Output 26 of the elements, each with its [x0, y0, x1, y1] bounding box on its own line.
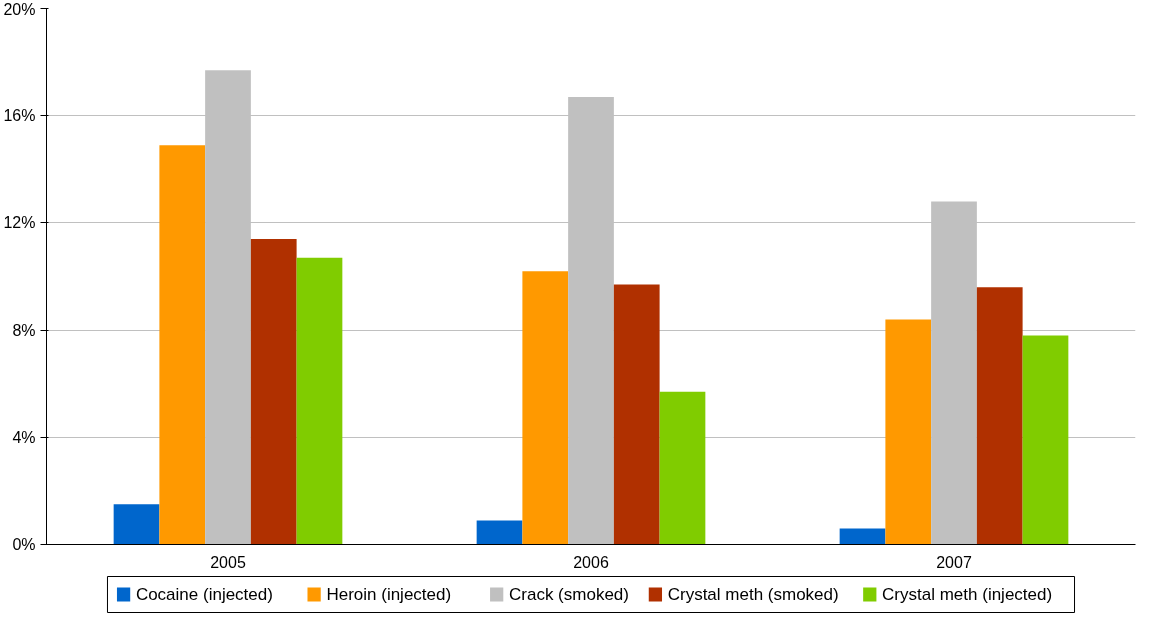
x-tick-label: 2005 [210, 553, 246, 571]
bar [839, 528, 886, 545]
bar [159, 145, 206, 545]
bar [476, 520, 523, 545]
bar [113, 504, 160, 545]
y-tick-label: 12% [3, 214, 36, 232]
legend-label: Crack (smoked) [508, 585, 629, 604]
bar [613, 284, 660, 545]
y-tick-label: 4% [12, 428, 36, 446]
y-tick-label: 16% [3, 107, 36, 125]
bar [296, 257, 343, 545]
bar [522, 271, 569, 545]
legend-label: Crystal meth (injected) [882, 585, 1053, 604]
bar [659, 391, 706, 545]
bar [976, 287, 1023, 545]
y-tick-label: 0% [12, 536, 36, 553]
legend-label: Heroin (injected) [326, 585, 452, 604]
legend-label: Crystal meth (smoked) [667, 585, 839, 604]
bar [1022, 335, 1069, 545]
x-tick-label: 2006 [573, 553, 609, 571]
y-tick-label: 20% [3, 0, 36, 18]
bar [885, 319, 932, 545]
x-tick-label: 2007 [936, 553, 972, 571]
legend-label: Cocaine (injected) [135, 585, 273, 604]
bar [250, 238, 297, 545]
y-tick-label: 8% [12, 321, 36, 339]
